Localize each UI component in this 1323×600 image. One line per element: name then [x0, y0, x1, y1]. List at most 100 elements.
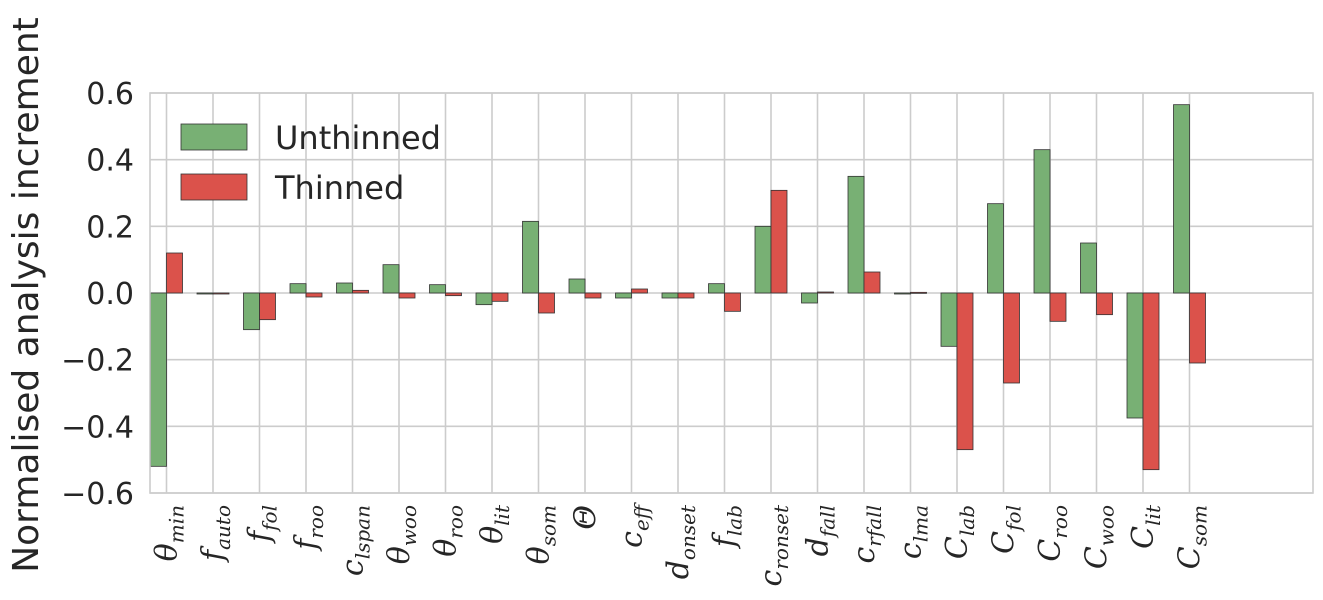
y-tick-label: 0.4: [86, 144, 134, 179]
svg-text:θroo: θroo: [429, 505, 468, 557]
bar-unthinned-20: [1080, 242, 1097, 294]
svg-text:ffol: ffol: [243, 505, 282, 544]
x-tick-label: clspan: [336, 505, 375, 576]
bar-thinned-8: [538, 292, 555, 314]
y-tick-labels: −0.6 −0.4 −0.2 0.0 0.2 0.4 0.6: [61, 77, 134, 512]
x-tick-label: clma: [894, 505, 933, 559]
bar-thinned-2: [259, 292, 276, 321]
bar-unthinned-12: [708, 283, 725, 294]
bar-unthinned-0: [150, 292, 167, 467]
x-tick-label: Croo: [1033, 505, 1072, 562]
x-tick-label: θroo: [429, 505, 468, 557]
legend-label-thinned: Thinned: [274, 169, 404, 207]
svg-text:θmin: θmin: [150, 505, 189, 561]
bar-thinned-14: [817, 291, 834, 294]
svg-text:fauto: fauto: [196, 505, 235, 563]
bar-thinned-12: [724, 292, 741, 312]
bar-thinned-17: [956, 292, 974, 451]
bar-thinned-0: [166, 252, 183, 294]
svg-text:θwoo: θwoo: [382, 505, 421, 564]
bar-unthinned-19: [1033, 149, 1051, 294]
x-tick-label: froo: [289, 505, 328, 552]
bar-thinned-22: [1189, 292, 1206, 364]
svg-text:θsom: θsom: [522, 505, 561, 564]
x-tick-label: Clab: [940, 505, 979, 559]
y-tick-label: −0.4: [61, 410, 134, 445]
bar-unthinned-4: [336, 282, 353, 294]
svg-text:Clit: Clit: [1126, 504, 1165, 549]
legend-swatch-unthinned: [180, 123, 248, 151]
svg-text:Croo: Croo: [1033, 505, 1072, 562]
y-tick-label: 0.2: [86, 210, 134, 245]
bar-thinned-18: [1003, 292, 1020, 384]
svg-text:Cwoo: Cwoo: [1080, 505, 1119, 569]
bar-thinned-4: [352, 289, 369, 294]
bar-unthinned-9: [568, 278, 586, 294]
x-tick-label: Cfol: [987, 505, 1026, 554]
x-tick-label: θmin: [150, 505, 189, 561]
svg-text:Θ: Θ: [568, 505, 603, 530]
bar-unthinned-17: [940, 292, 958, 347]
bar-thinned-7: [491, 292, 509, 302]
bar-thinned-16: [910, 291, 927, 294]
y-tick-label: 0.0: [86, 277, 134, 312]
legend-swatch-thinned: [180, 173, 248, 201]
x-tick-label: ffol: [243, 505, 282, 544]
bar-unthinned-18: [987, 203, 1004, 294]
plot-frame: [149, 92, 1314, 494]
svg-text:flab: flab: [708, 505, 747, 549]
y-tick-label: −0.2: [61, 344, 134, 379]
x-tick-label: crfall: [847, 505, 886, 564]
bar-unthinned-8: [522, 220, 539, 294]
bar-thinned-5: [398, 292, 416, 299]
bar-thinned-21: [1142, 292, 1160, 471]
bar-thinned-10: [631, 288, 648, 294]
bar-unthinned-13: [754, 225, 772, 294]
x-tick-label: fauto: [196, 505, 235, 563]
bar-unthinned-1: [196, 292, 214, 295]
x-tick-label: ceff: [615, 501, 654, 548]
x-tick-label: θwoo: [382, 505, 421, 564]
bar-thinned-3: [305, 292, 323, 298]
bar-unthinned-10: [615, 292, 632, 299]
bar-unthinned-16: [894, 292, 911, 295]
bar-unthinned-15: [847, 175, 865, 294]
bar-thinned-20: [1096, 292, 1113, 316]
x-tick-label: θlit: [475, 504, 514, 544]
bar-unthinned-3: [289, 283, 307, 294]
x-tick-label: flab: [708, 505, 747, 549]
svg-text:clspan: clspan: [336, 505, 375, 576]
bar-thinned-11: [677, 292, 695, 299]
y-axis-label: Normalised analysis increment: [6, 17, 47, 573]
x-tick-label: Cwoo: [1080, 505, 1119, 569]
x-tick-label: dfall: [801, 505, 840, 556]
bar-unthinned-11: [661, 292, 679, 299]
x-tick-label: donset: [661, 504, 700, 579]
bar-unthinned-21: [1126, 292, 1144, 419]
svg-text:donset: donset: [661, 504, 700, 579]
svg-text:crfall: crfall: [847, 505, 886, 564]
svg-text:froo: froo: [289, 505, 328, 552]
x-tick-label: cronset: [754, 504, 793, 586]
y-tick-label: 0.6: [86, 77, 134, 112]
x-tick-label: θsom: [522, 505, 561, 564]
bar-thinned-19: [1049, 292, 1067, 322]
bar-unthinned-22: [1173, 104, 1190, 294]
bar-unthinned-2: [243, 292, 260, 331]
bar-thinned-9: [584, 292, 602, 299]
y-tick-label: −0.6: [61, 477, 134, 512]
bar-unthinned-6: [429, 284, 446, 294]
svg-text:Clab: Clab: [940, 505, 979, 559]
svg-text:cronset: cronset: [754, 504, 793, 586]
bar-thinned-6: [445, 292, 462, 297]
bars: [150, 104, 1206, 471]
x-tick-label: Clit: [1126, 504, 1165, 549]
bar-unthinned-7: [475, 292, 493, 306]
bar-thinned-15: [863, 271, 881, 294]
bar-thinned-1: [212, 292, 230, 295]
svg-text:dfall: dfall: [801, 505, 840, 556]
legend: Unthinned Thinned: [180, 119, 441, 207]
svg-text:Cfol: Cfol: [987, 505, 1026, 554]
